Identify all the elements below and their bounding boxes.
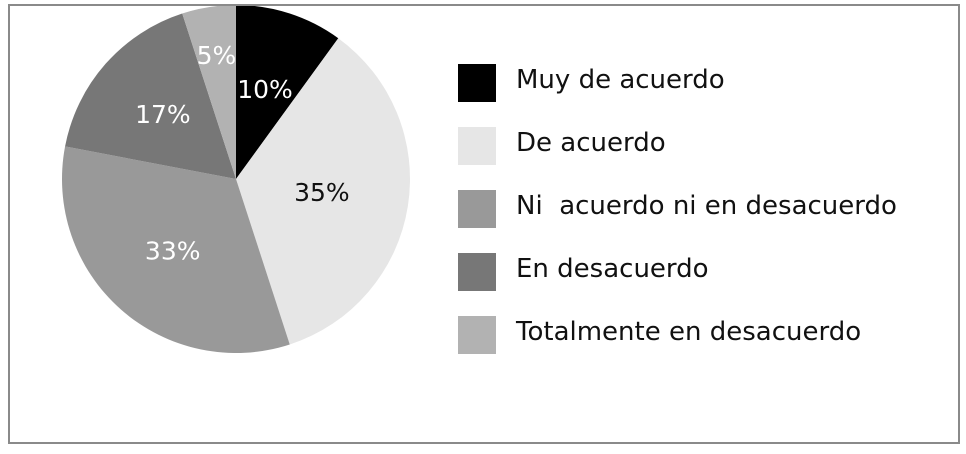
pie-slice-3: [62, 146, 290, 353]
legend-item-2: De acuerdo: [458, 127, 928, 167]
pie-slice-label-3: 33%: [145, 236, 201, 265]
legend-swatch-3: [458, 190, 496, 228]
pie-slice-1: [236, 6, 339, 179]
pie-slice-4: [65, 13, 236, 179]
legend-swatch-2: [458, 127, 496, 165]
pie-slice-label-4: 17%: [135, 100, 191, 129]
pie-chart: 10% 35% 33% 17% 5%: [62, 6, 410, 353]
legend-label-2: De acuerdo: [516, 128, 666, 158]
legend-label-5: Totalmente en desacuerdo: [516, 317, 862, 347]
legend-swatch-5: [458, 316, 496, 354]
legend-label-4: En desacuerdo: [516, 254, 709, 284]
legend-item-5: Totalmente en desacuerdo: [458, 316, 928, 356]
pie-slice-label-5: 5%: [197, 41, 237, 70]
legend-label-1: Muy de acuerdo: [516, 65, 725, 95]
legend-item-1: Muy de acuerdo: [458, 64, 928, 104]
legend-item-3: Ni acuerdo ni en desacuerdo: [458, 190, 928, 230]
chart-frame: 10% 35% 33% 17% 5% Muy de acuerdo De acuerdo N…: [8, 4, 960, 444]
pie-slice-2: [236, 38, 410, 345]
pie-slice-label-1: 10%: [237, 75, 293, 104]
legend-item-4: En desacuerdo: [458, 253, 928, 293]
pie-slice-label-2: 35%: [294, 178, 350, 207]
legend-swatch-1: [458, 64, 496, 102]
pie-slice-5: [182, 6, 236, 179]
legend-label-3: Ni acuerdo ni en desacuerdo: [516, 191, 897, 221]
legend-swatch-4: [458, 253, 496, 291]
